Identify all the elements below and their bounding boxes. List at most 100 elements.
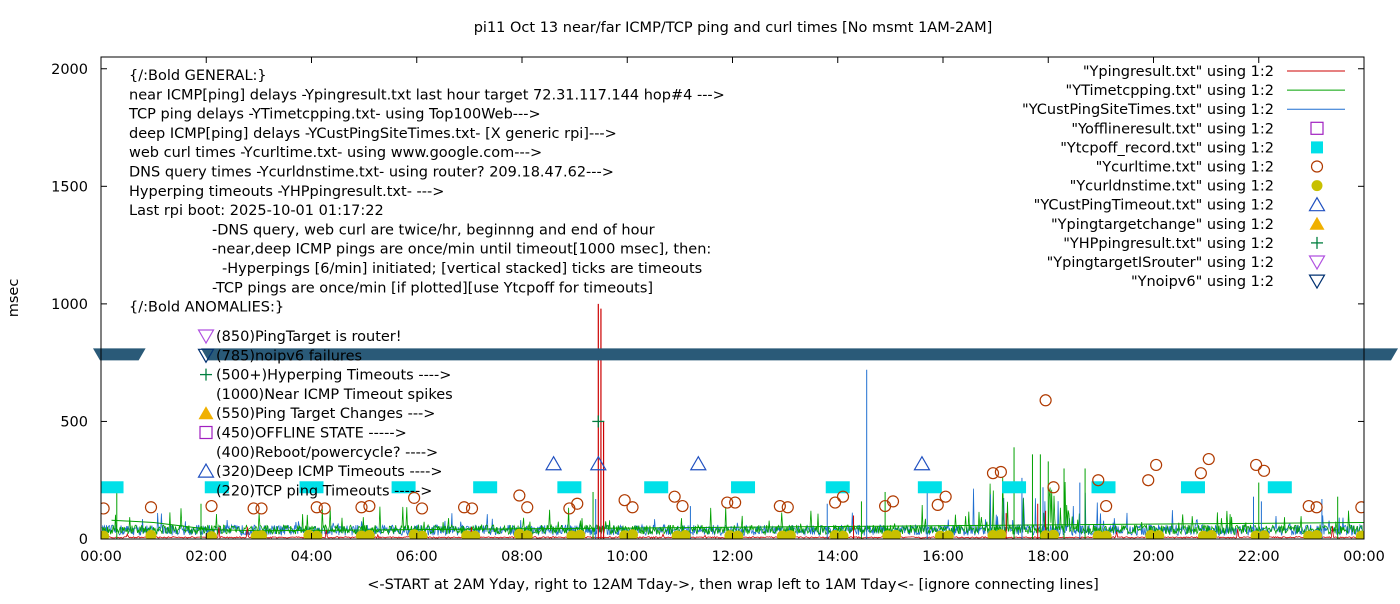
axes: 00:00 02:00 04:00 06:00 08:00 10:00 12:00 14:00… bbox=[51, 56, 1385, 565]
series-4-point bbox=[1153, 530, 1165, 539]
y-tick-label: 2000 bbox=[51, 62, 88, 78]
series-3-point bbox=[408, 491, 421, 504]
legend-marker-swatch bbox=[1311, 180, 1323, 192]
legend-marker-swatch bbox=[1310, 160, 1324, 173]
series-3-point bbox=[773, 499, 786, 513]
x-tick-label: 00:00 bbox=[80, 549, 122, 565]
legend-entry-label: "Yofflineresult.txt" using 1:2 bbox=[1071, 121, 1274, 137]
series-2-point bbox=[592, 415, 605, 428]
annotation-line: -Hyperpings [6/min] initiated; [vertical… bbox=[222, 261, 702, 277]
series-4-point bbox=[1355, 530, 1364, 539]
series-4-point bbox=[1205, 529, 1217, 539]
series-3-point bbox=[1310, 501, 1323, 514]
series-3-point bbox=[939, 490, 952, 503]
y-tick-label: 1000 bbox=[51, 297, 88, 313]
annotation-line: -DNS query, web curl are twice/hr, begin… bbox=[212, 222, 655, 238]
series-1-point bbox=[825, 481, 850, 494]
series-3-point bbox=[521, 501, 534, 514]
anomaly-marker bbox=[197, 348, 215, 364]
series-3-point bbox=[1142, 474, 1155, 487]
legend-entry-label: "YCustPingTimeout.txt" using 1:2 bbox=[1034, 198, 1274, 214]
series-1-point bbox=[731, 481, 756, 494]
anomaly-list: (850)PingTarget is router! (785)noipv6 fa… bbox=[197, 329, 453, 499]
x-tick-label: 20:00 bbox=[1133, 549, 1175, 565]
legend-entry-label: "Ycurltime.txt" using 1:2 bbox=[1096, 160, 1274, 176]
series-4-point bbox=[995, 529, 1007, 539]
anomaly-item: (785)noipv6 failures bbox=[216, 348, 362, 364]
chart-title: pi11 Oct 13 near/far ICMP/TCP ping and c… bbox=[474, 20, 993, 36]
annotation-line: near ICMP[ping] delays -Ypingresult.txt … bbox=[129, 87, 725, 103]
annotation-line: Hyperping timeouts -YHPpingresult.txt- -… bbox=[129, 184, 444, 200]
y-axis-label: msec bbox=[6, 279, 22, 318]
annotation-line: -TCP pings are once/min [if plotted][use… bbox=[212, 280, 653, 296]
series-3-point bbox=[363, 499, 376, 513]
anomaly-marker bbox=[197, 462, 215, 478]
series-3-point bbox=[1047, 481, 1060, 494]
x-tick-label: 06:00 bbox=[396, 549, 438, 565]
annotation-line: {/:Bold GENERAL:} bbox=[129, 68, 267, 84]
legend-entry-label: "YpingtargetISrouter" using 1:2 bbox=[1047, 255, 1274, 271]
anomaly-marker bbox=[200, 368, 212, 381]
annotation-line: TCP ping delays -YTimetcpping.txt- using… bbox=[128, 107, 541, 123]
series-3-point bbox=[1250, 458, 1263, 472]
annotation-line: Last rpi boot: 2025-10-01 01:17:22 bbox=[129, 203, 384, 219]
anomaly-item: (320)Deep ICMP Timeouts ----> bbox=[216, 464, 443, 480]
series-3-point bbox=[729, 496, 742, 509]
series-3-point bbox=[465, 502, 479, 515]
legend-entry-label: "Ycurldnstime.txt" using 1:2 bbox=[1070, 179, 1274, 195]
x-tick-label: 00:00 bbox=[1343, 549, 1385, 565]
series-3-point bbox=[886, 495, 900, 508]
series-4-point bbox=[145, 529, 157, 539]
series-1-point bbox=[204, 481, 229, 494]
series-0-point bbox=[913, 455, 931, 471]
noipv6-band bbox=[93, 348, 1398, 361]
series-3-point bbox=[994, 465, 1007, 479]
series-3-point bbox=[101, 502, 110, 515]
legend-marker-swatch bbox=[1308, 255, 1326, 271]
x-tick-label: 22:00 bbox=[1238, 549, 1280, 565]
marker-layer bbox=[101, 394, 1364, 539]
series-4-point bbox=[890, 529, 902, 539]
anomaly-item: (850)PingTarget is router! bbox=[216, 329, 402, 345]
legend-square-swatch bbox=[1311, 141, 1323, 154]
series-0-point bbox=[545, 455, 563, 471]
legend-entry-label: "YCustPingSiteTimes.txt" using 1:2 bbox=[1022, 102, 1274, 118]
series-3-point bbox=[144, 501, 158, 514]
series-3-point bbox=[513, 489, 526, 502]
series-3-point bbox=[1100, 499, 1113, 513]
anomaly-item: (500+)Hyperping Timeouts ----> bbox=[216, 368, 451, 384]
y-tick-label: 0 bbox=[79, 532, 88, 548]
series-3-point bbox=[247, 502, 260, 515]
y-tick-label: 500 bbox=[60, 414, 88, 430]
legend-entry-label: "Ytcpoff_record.txt" using 1:2 bbox=[1060, 140, 1274, 156]
series-3-point bbox=[1150, 458, 1163, 472]
series-1-point bbox=[391, 481, 416, 494]
series-4-point bbox=[363, 529, 375, 539]
series-3-point bbox=[721, 496, 734, 509]
series-1-point bbox=[1002, 481, 1027, 494]
series-4-point bbox=[1100, 530, 1112, 539]
series-4-point bbox=[837, 530, 849, 539]
legend-marker-swatch bbox=[1308, 274, 1326, 290]
legend-entry-label: "Ynoipv6" using 1:2 bbox=[1131, 274, 1274, 290]
legend-marker-swatch bbox=[1309, 216, 1325, 230]
series-4-point bbox=[574, 529, 586, 539]
legend: "Ypingresult.txt" using 1:2 "YTimetcpping… bbox=[1022, 64, 1345, 290]
x-axis-label: <-START at 2AM Yday, right to 12AM Tday-… bbox=[367, 577, 1099, 593]
anomaly-marker bbox=[199, 425, 213, 440]
series-3-point bbox=[1302, 499, 1315, 513]
x-tick-label: 16:00 bbox=[922, 549, 964, 565]
legend-entry-label: "Ypingresult.txt" using 1:2 bbox=[1083, 64, 1274, 80]
series-4-point bbox=[206, 531, 218, 539]
series-4-point bbox=[101, 530, 110, 539]
annotation-line: -near,deep ICMP pings are once/min until… bbox=[212, 242, 711, 258]
series-1-point bbox=[473, 481, 498, 494]
series-3-point bbox=[1257, 464, 1271, 477]
legend-entry-label: "YHPpingresult.txt" using 1:2 bbox=[1063, 236, 1274, 252]
annotation-line: deep ICMP[ping] delays -YCustPingSiteTim… bbox=[129, 126, 617, 142]
series-4-point bbox=[784, 530, 796, 539]
x-tick-label: 12:00 bbox=[712, 549, 754, 565]
noipv6-band-left bbox=[93, 348, 146, 361]
series-4-point bbox=[521, 530, 533, 539]
